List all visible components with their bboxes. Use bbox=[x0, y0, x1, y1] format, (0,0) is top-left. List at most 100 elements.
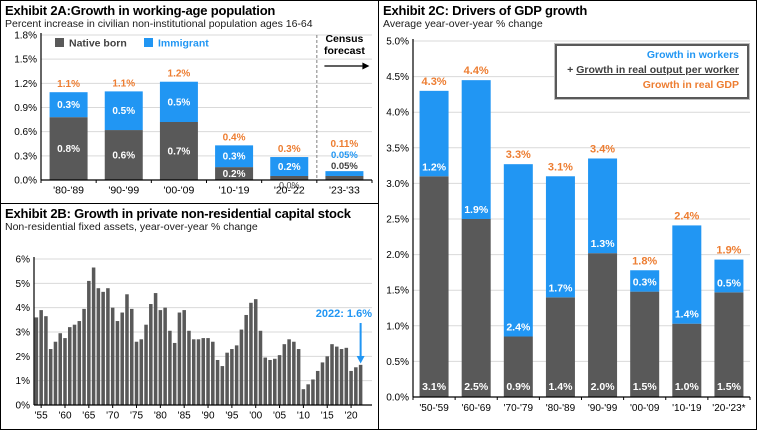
workers-value: 2.4% bbox=[506, 321, 531, 333]
y-axis-label: 0% bbox=[16, 401, 31, 412]
annotation-arrow-head bbox=[356, 356, 365, 364]
y-axis-label: 0.0% bbox=[386, 393, 409, 404]
native-born-bar bbox=[104, 130, 143, 180]
x-axis-label: '80 bbox=[154, 411, 167, 422]
exhibit-2b-subtitle: Non-residential fixed assets, year-over-… bbox=[5, 221, 258, 233]
legend-item-real-gdp: Growth in real GDP bbox=[642, 79, 739, 91]
total-gdp-value: 2.4% bbox=[674, 210, 699, 222]
x-axis-label: '55 bbox=[35, 411, 48, 422]
immigrant-value: 0.2% bbox=[278, 162, 301, 173]
y-axis-label: 0.6% bbox=[14, 127, 37, 138]
legend-label-native-born: Native born bbox=[69, 38, 127, 50]
x-axis-label: '20-'22 bbox=[274, 185, 305, 197]
capital-stock-bar bbox=[306, 384, 310, 405]
capital-stock-bar bbox=[225, 352, 229, 405]
capital-stock-bar bbox=[349, 370, 353, 405]
capital-stock-bar bbox=[196, 339, 201, 405]
native-born-value: 0.2% bbox=[223, 169, 246, 180]
capital-stock-bar bbox=[120, 312, 124, 405]
y-axis-label: 0.9% bbox=[14, 103, 37, 114]
output-per-worker-bar bbox=[461, 219, 491, 397]
forecast-arrow-head bbox=[362, 62, 370, 70]
exhibit-2b-panel: Exhibit 2B: Growth in private non-reside… bbox=[0, 203, 379, 430]
capital-stock-bar bbox=[149, 304, 153, 405]
capital-stock-bar bbox=[201, 338, 206, 405]
native-born-value: 0.6% bbox=[112, 151, 135, 162]
capital-stock-bar bbox=[325, 356, 330, 405]
workers-bar bbox=[545, 176, 575, 298]
legend-label-immigrant: Immigrant bbox=[158, 38, 209, 50]
capital-stock-bar bbox=[344, 347, 349, 405]
x-axis-label: '00 bbox=[249, 411, 262, 422]
workers-bar bbox=[630, 270, 660, 292]
total-value: 0.11% bbox=[331, 139, 359, 150]
x-axis-label: '65 bbox=[82, 411, 95, 422]
x-axis-label: '90 bbox=[202, 411, 215, 422]
y-axis-label: 1.5% bbox=[14, 55, 37, 66]
y-axis-label: 1.2% bbox=[14, 79, 37, 90]
y-axis-label: 6% bbox=[16, 255, 31, 266]
capital-stock-bar bbox=[282, 344, 287, 405]
x-axis-label: '23-'33 bbox=[329, 185, 360, 197]
total-gdp-value: 4.4% bbox=[464, 65, 489, 77]
x-axis-label: '10-'19 bbox=[219, 185, 250, 197]
capital-stock-bar bbox=[172, 342, 177, 405]
y-axis-label: 0.0% bbox=[14, 176, 37, 187]
capital-stock-bar bbox=[354, 367, 358, 405]
y-axis-label: 1.0% bbox=[386, 321, 409, 332]
total-gdp-value: 1.9% bbox=[716, 245, 741, 257]
output-per-worker-value: 1.5% bbox=[717, 381, 742, 393]
capital-stock-bar bbox=[101, 291, 105, 405]
capital-stock-bar bbox=[339, 349, 344, 405]
capital-stock-bar bbox=[258, 330, 263, 405]
immigrant-value: 0.3% bbox=[223, 152, 246, 163]
legend-item-output-per-worker: + Growth in real output per worker bbox=[567, 64, 739, 76]
capital-stock-bar bbox=[110, 307, 115, 405]
workers-value: 1.4% bbox=[675, 309, 700, 321]
total-gdp-value: 4.3% bbox=[422, 76, 447, 88]
immigrant-bar bbox=[270, 157, 309, 176]
x-axis-label: '10 bbox=[297, 411, 310, 422]
y-axis-label: 2.0% bbox=[386, 250, 409, 261]
native-born-value: 0.05% bbox=[331, 161, 358, 172]
capital-stock-bar bbox=[335, 346, 339, 405]
x-axis-label: '60 bbox=[58, 411, 71, 422]
exhibit-2b-title: Exhibit 2B: Growth in private non-reside… bbox=[5, 206, 351, 221]
output-per-worker-value: 1.4% bbox=[548, 381, 573, 393]
immigrant-bar bbox=[325, 171, 364, 176]
legend-item-growth-in-workers: Growth in workers bbox=[646, 49, 739, 61]
output-per-worker-value: 1.5% bbox=[633, 381, 658, 393]
capital-stock-bar bbox=[125, 294, 129, 405]
native-born-value: 0.0% bbox=[279, 181, 300, 191]
native-born-bar bbox=[215, 167, 254, 180]
capital-stock-bar bbox=[96, 288, 101, 405]
annotation-2022: 2022: 1.6% bbox=[316, 308, 372, 320]
capital-stock-bar bbox=[134, 341, 139, 405]
output-per-worker-bar bbox=[714, 292, 744, 397]
capital-stock-bar bbox=[87, 280, 91, 405]
exhibit-2c-panel: Exhibit 2C: Drivers of GDP growth Averag… bbox=[378, 0, 757, 430]
capital-stock-bar bbox=[273, 358, 277, 405]
y-axis-label: 1.8% bbox=[14, 31, 37, 42]
workers-bar bbox=[503, 164, 533, 337]
exhibit-2a-title: Exhibit 2A:Growth in working-age populat… bbox=[5, 3, 276, 18]
total-gdp-value: 1.8% bbox=[632, 255, 657, 267]
y-axis-label: 5.0% bbox=[386, 37, 409, 48]
capital-stock-bar bbox=[153, 293, 158, 405]
capital-stock-bar bbox=[292, 341, 296, 405]
y-axis-label: 1.5% bbox=[386, 286, 409, 297]
x-axis-label: '20 bbox=[345, 411, 358, 422]
native-born-bar bbox=[270, 175, 309, 180]
workers-bar bbox=[714, 259, 744, 293]
y-axis-label: 4.0% bbox=[386, 108, 409, 119]
capital-stock-bar bbox=[168, 330, 172, 405]
x-axis-label: '70 bbox=[106, 411, 119, 422]
capital-stock-bar bbox=[253, 299, 258, 405]
y-axis-label: 0.3% bbox=[14, 151, 37, 162]
capital-stock-bar bbox=[277, 355, 282, 405]
output-per-worker-value: 0.9% bbox=[506, 381, 531, 393]
legend-swatch-native-born bbox=[55, 38, 64, 47]
immigrant-value: 0.3% bbox=[57, 100, 80, 111]
capital-stock-bar bbox=[34, 317, 39, 405]
total-value: 0.4% bbox=[223, 132, 246, 143]
